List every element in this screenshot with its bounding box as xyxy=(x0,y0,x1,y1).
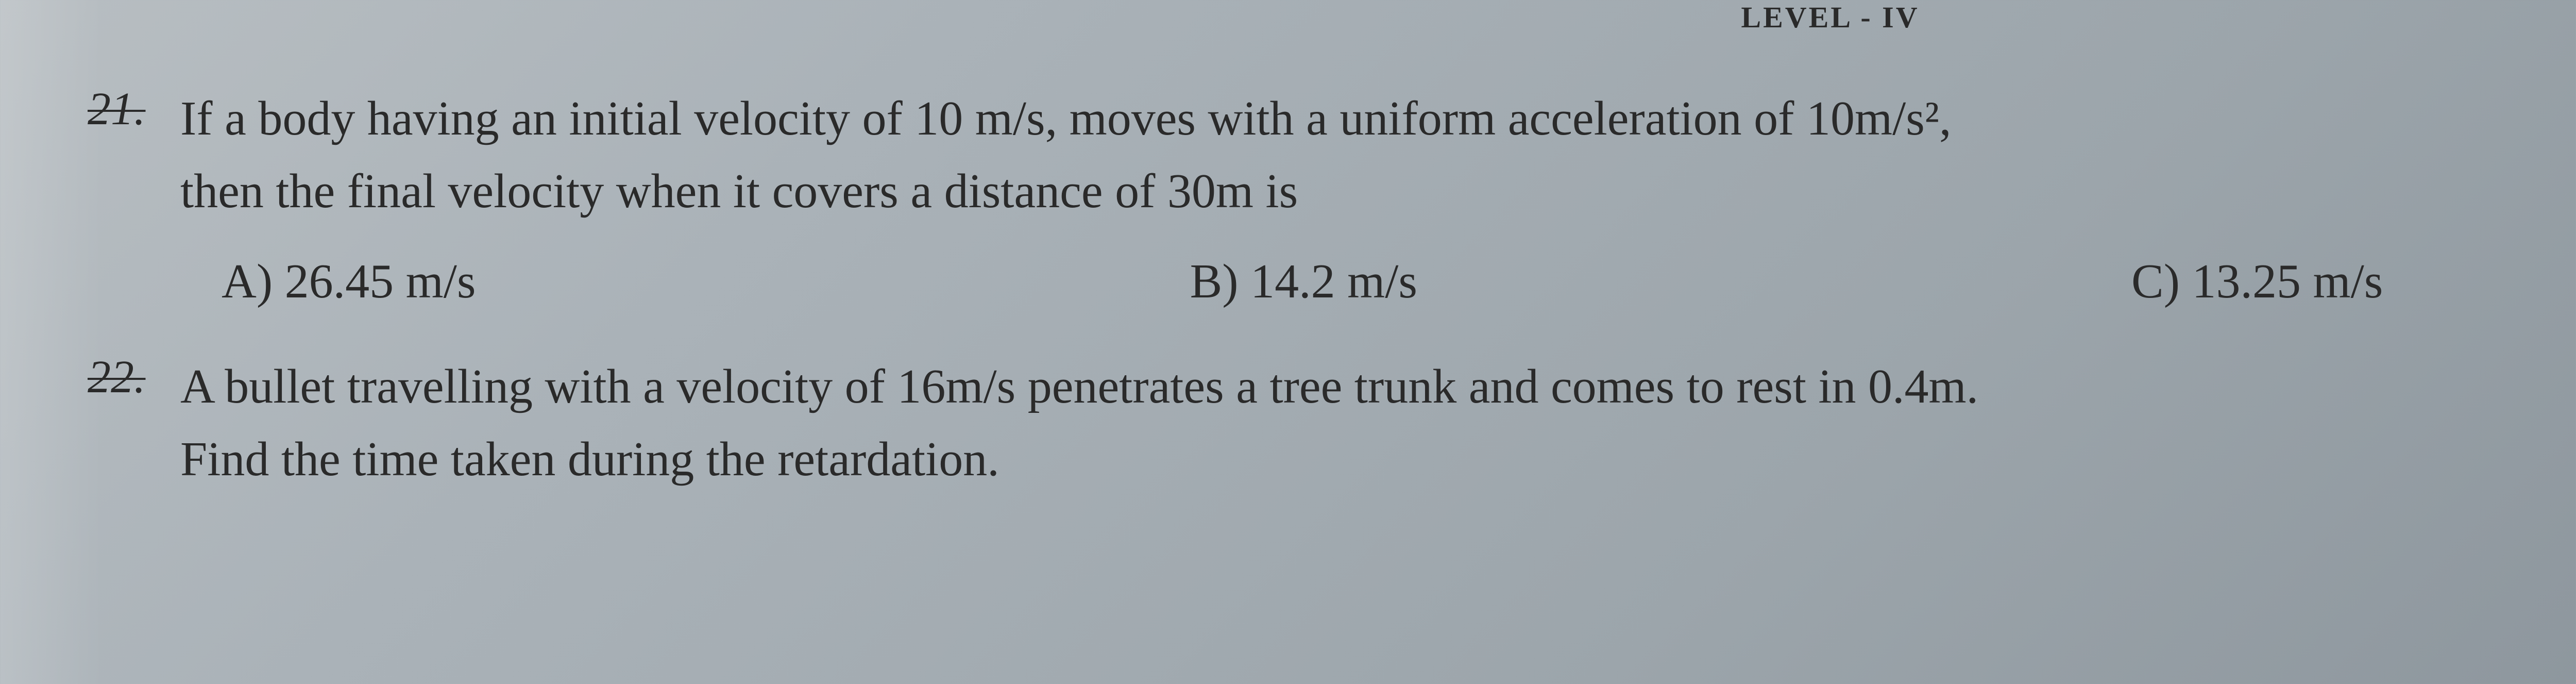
option-c: C) 13.25 m/s xyxy=(2131,254,2383,309)
question-number-21: 21. xyxy=(88,82,146,136)
question-21-line2: then the final velocity when it covers a… xyxy=(180,164,1298,218)
question-21-line1: If a body having an initial velocity of … xyxy=(180,92,1951,145)
question-22-line2: Find the time taken during the retardati… xyxy=(180,432,999,486)
option-b: B) 14.2 m/s xyxy=(1190,254,1417,309)
question-22-block: 22. A bullet travelling with a velocity … xyxy=(180,351,2576,496)
question-21-options: A) 26.45 m/s B) 14.2 m/s C) 13.25 m/s D)… xyxy=(180,254,2576,309)
question-21-text: If a body having an initial velocity of … xyxy=(180,82,2576,228)
question-21-block: 21. If a body having an initial velocity… xyxy=(180,82,2576,309)
question-22-line1: A bullet travelling with a velocity of 1… xyxy=(180,360,1978,413)
level-header: LEVEL - IV xyxy=(1741,0,1919,35)
option-a: A) 26.45 m/s xyxy=(222,254,476,309)
question-22-text: A bullet travelling with a velocity of 1… xyxy=(180,351,2576,496)
question-number-22: 22. xyxy=(88,351,146,404)
